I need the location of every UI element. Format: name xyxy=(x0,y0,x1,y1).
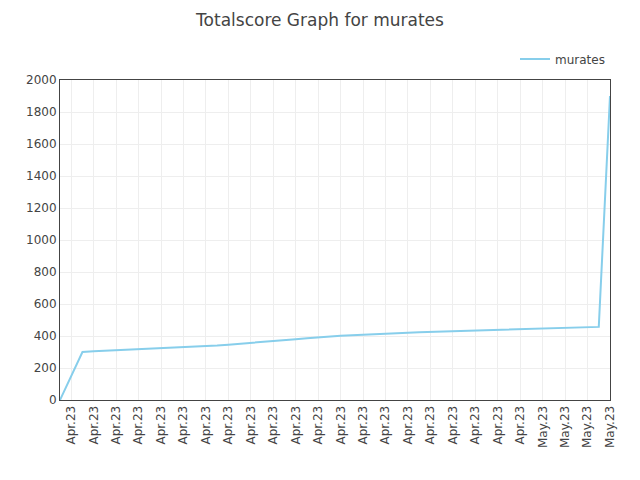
svg-text:1800: 1800 xyxy=(26,105,57,119)
svg-text:1200: 1200 xyxy=(26,201,57,215)
svg-text:Apr.23: Apr.23 xyxy=(221,406,235,445)
svg-text:May.23: May.23 xyxy=(536,406,550,448)
svg-text:Apr.23: Apr.23 xyxy=(244,406,258,445)
svg-text:Apr.23: Apr.23 xyxy=(289,406,303,445)
svg-text:Apr.23: Apr.23 xyxy=(468,406,482,445)
svg-text:1600: 1600 xyxy=(26,137,57,151)
svg-text:May.23: May.23 xyxy=(580,406,594,448)
svg-text:Apr.23: Apr.23 xyxy=(199,406,213,445)
svg-text:Apr.23: Apr.23 xyxy=(356,406,370,445)
svg-text:Apr.23: Apr.23 xyxy=(334,406,348,445)
svg-text:May.23: May.23 xyxy=(603,406,617,448)
svg-text:1400: 1400 xyxy=(26,169,57,183)
svg-text:May.23: May.23 xyxy=(558,406,572,448)
svg-text:Apr.23: Apr.23 xyxy=(513,406,527,445)
svg-text:Apr.23: Apr.23 xyxy=(401,406,415,445)
svg-text:Apr.23: Apr.23 xyxy=(378,406,392,445)
svg-text:Apr.23: Apr.23 xyxy=(423,406,437,445)
svg-text:Apr.23: Apr.23 xyxy=(311,406,325,445)
svg-text:0: 0 xyxy=(49,393,57,407)
svg-text:murates: murates xyxy=(555,53,605,67)
svg-text:Apr.23: Apr.23 xyxy=(446,406,460,445)
svg-text:200: 200 xyxy=(34,361,57,375)
svg-text:Apr.23: Apr.23 xyxy=(154,406,168,445)
svg-text:Apr.23: Apr.23 xyxy=(266,406,280,445)
svg-text:Apr.23: Apr.23 xyxy=(131,406,145,445)
svg-text:600: 600 xyxy=(34,297,57,311)
svg-text:Totalscore Graph for murates: Totalscore Graph for murates xyxy=(195,10,444,30)
svg-text:Apr.23: Apr.23 xyxy=(64,406,78,445)
svg-text:1000: 1000 xyxy=(26,233,57,247)
svg-text:Apr.23: Apr.23 xyxy=(109,406,123,445)
svg-text:2000: 2000 xyxy=(26,73,57,87)
svg-text:Apr.23: Apr.23 xyxy=(176,406,190,445)
svg-text:Apr.23: Apr.23 xyxy=(491,406,505,445)
svg-text:Apr.23: Apr.23 xyxy=(87,406,101,445)
svg-text:400: 400 xyxy=(34,329,57,343)
svg-text:800: 800 xyxy=(34,265,57,279)
